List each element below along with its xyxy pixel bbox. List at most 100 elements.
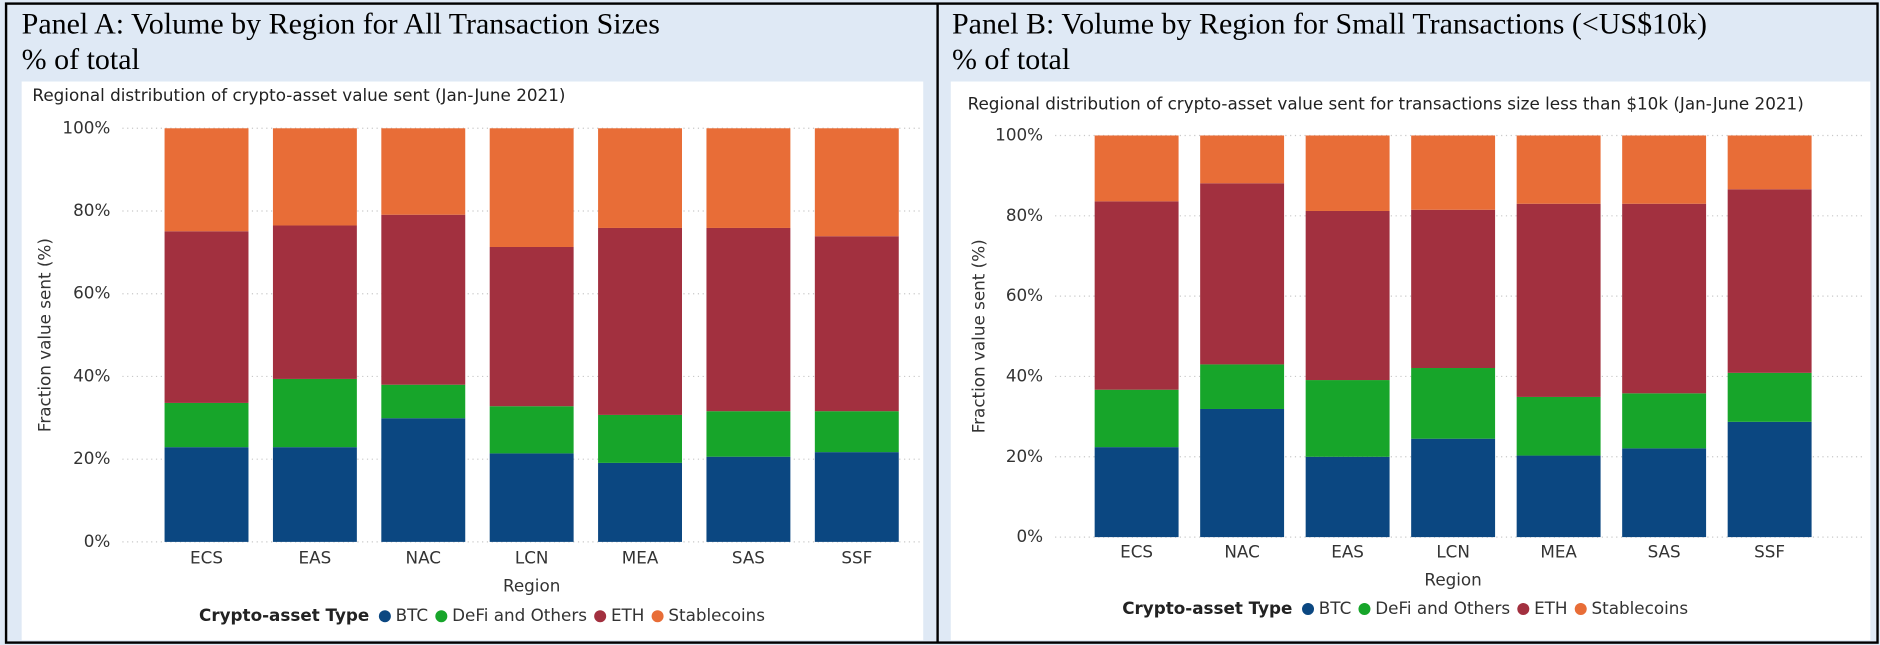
bar-segment bbox=[1727, 135, 1812, 190]
bar-segment bbox=[164, 402, 249, 448]
bar-segment bbox=[1622, 393, 1707, 449]
x-tick-label: EAS bbox=[299, 548, 332, 568]
panel-subtitle: % of total bbox=[22, 43, 140, 76]
bar-segment bbox=[164, 128, 249, 232]
x-tick-label: MEA bbox=[1540, 542, 1577, 562]
bar-segment bbox=[1622, 135, 1707, 204]
frame bbox=[4, 2, 1879, 644]
legend-label: ETH bbox=[611, 605, 644, 625]
legend-label: BTC bbox=[396, 605, 428, 625]
chart-title: Regional distribution of crypto-asset va… bbox=[968, 93, 1804, 113]
bar-segment bbox=[489, 246, 574, 407]
y-tick-label: 100% bbox=[62, 117, 110, 137]
bar-segment bbox=[489, 128, 574, 247]
y-axis-label: Fraction value sent (%) bbox=[35, 238, 55, 432]
y-tick-label: 0% bbox=[1016, 526, 1043, 546]
bar-segment bbox=[1516, 135, 1601, 204]
x-tick-label: MEA bbox=[622, 548, 659, 568]
y-tick-label: 80% bbox=[73, 200, 110, 220]
x-tick-label: SAS bbox=[732, 548, 765, 568]
bar-segment bbox=[272, 447, 357, 542]
x-tick-label: ECS bbox=[190, 548, 223, 568]
bar-segment bbox=[1411, 135, 1496, 210]
y-axis-label: Fraction value sent (%) bbox=[969, 239, 989, 433]
y-tick-label: 20% bbox=[73, 448, 110, 468]
bar-segment bbox=[1516, 455, 1601, 538]
bar-segment bbox=[598, 128, 682, 228]
bar-segment bbox=[381, 214, 466, 385]
legend-swatch bbox=[378, 610, 391, 623]
bar-segment bbox=[1622, 203, 1707, 394]
bar-segment bbox=[1622, 448, 1707, 538]
panel-title: Panel B: Volume by Region for Small Tran… bbox=[952, 7, 1707, 40]
legend-label: BTC bbox=[1319, 598, 1351, 618]
bar-segment bbox=[814, 128, 899, 237]
bar-segment bbox=[1305, 210, 1390, 381]
y-tick-label: 100% bbox=[995, 124, 1043, 144]
panel-subtitle: % of total bbox=[952, 43, 1070, 76]
legend-swatch bbox=[1302, 603, 1315, 616]
legend-swatch bbox=[594, 610, 607, 623]
legend-swatch bbox=[1517, 603, 1530, 616]
x-tick-label: SAS bbox=[1648, 542, 1681, 562]
bar-segment bbox=[1411, 368, 1496, 439]
chart-title: Regional distribution of crypto-asset va… bbox=[32, 85, 565, 105]
legend-title: Crypto-asset Type bbox=[199, 605, 369, 625]
x-tick-label: LCN bbox=[515, 548, 549, 568]
bar-segment bbox=[272, 378, 357, 448]
x-tick-label: NAC bbox=[1224, 542, 1259, 562]
legend-label: Stablecoins bbox=[668, 605, 765, 625]
x-tick-label: LCN bbox=[1436, 542, 1470, 562]
bar-segment bbox=[1305, 135, 1390, 211]
bar-segment bbox=[1727, 372, 1812, 422]
bar-segment bbox=[1411, 209, 1496, 369]
legend-swatch bbox=[1574, 603, 1587, 616]
y-tick-label: 80% bbox=[1006, 205, 1043, 225]
bar-segment bbox=[598, 227, 682, 415]
y-tick-label: 40% bbox=[73, 365, 110, 385]
bar-segment bbox=[1200, 364, 1285, 409]
y-tick-label: 60% bbox=[73, 283, 110, 303]
legend-swatch bbox=[1358, 603, 1371, 616]
bar-segment bbox=[489, 453, 574, 542]
bar-segment bbox=[1727, 421, 1812, 538]
bar-segment bbox=[1305, 456, 1390, 538]
bar-segment bbox=[381, 384, 466, 419]
bar-segment bbox=[164, 447, 249, 542]
bar-segment bbox=[814, 411, 899, 453]
bar-segment bbox=[1094, 389, 1179, 448]
y-tick-label: 40% bbox=[1006, 365, 1043, 385]
legend-label: ETH bbox=[1534, 598, 1567, 618]
legend-label: DeFi and Others bbox=[452, 605, 587, 625]
x-tick-label: NAC bbox=[406, 548, 441, 568]
bar-segment bbox=[706, 128, 791, 228]
x-axis-label: Region bbox=[503, 575, 560, 595]
y-tick-label: 60% bbox=[1006, 285, 1043, 305]
bar-segment bbox=[598, 414, 682, 463]
x-tick-label: ECS bbox=[1120, 542, 1153, 562]
legend-label: Stablecoins bbox=[1592, 598, 1689, 618]
legend-title: Crypto-asset Type bbox=[1122, 598, 1292, 618]
bar-segment bbox=[1200, 408, 1285, 538]
bar-segment bbox=[814, 452, 899, 542]
bar-segment bbox=[1094, 135, 1179, 202]
bar-segment bbox=[489, 406, 574, 454]
y-tick-label: 20% bbox=[1006, 446, 1043, 466]
bar-segment bbox=[706, 227, 791, 412]
bar-segment bbox=[1411, 438, 1496, 538]
legend-swatch bbox=[651, 610, 664, 623]
bar-segment bbox=[1094, 201, 1179, 390]
bar-segment bbox=[1094, 447, 1179, 538]
bar-segment bbox=[1200, 183, 1285, 365]
bar-segment bbox=[381, 418, 466, 542]
y-tick-label: 0% bbox=[84, 531, 111, 551]
legend-swatch bbox=[435, 610, 448, 623]
bar-segment bbox=[1727, 189, 1812, 373]
bar-segment bbox=[706, 456, 791, 542]
x-tick-label: SSF bbox=[841, 548, 872, 568]
bar-segment bbox=[598, 462, 682, 542]
bar-segment bbox=[272, 128, 357, 226]
panel-title: Panel A: Volume by Region for All Transa… bbox=[22, 7, 660, 40]
bar-segment bbox=[1516, 203, 1601, 397]
